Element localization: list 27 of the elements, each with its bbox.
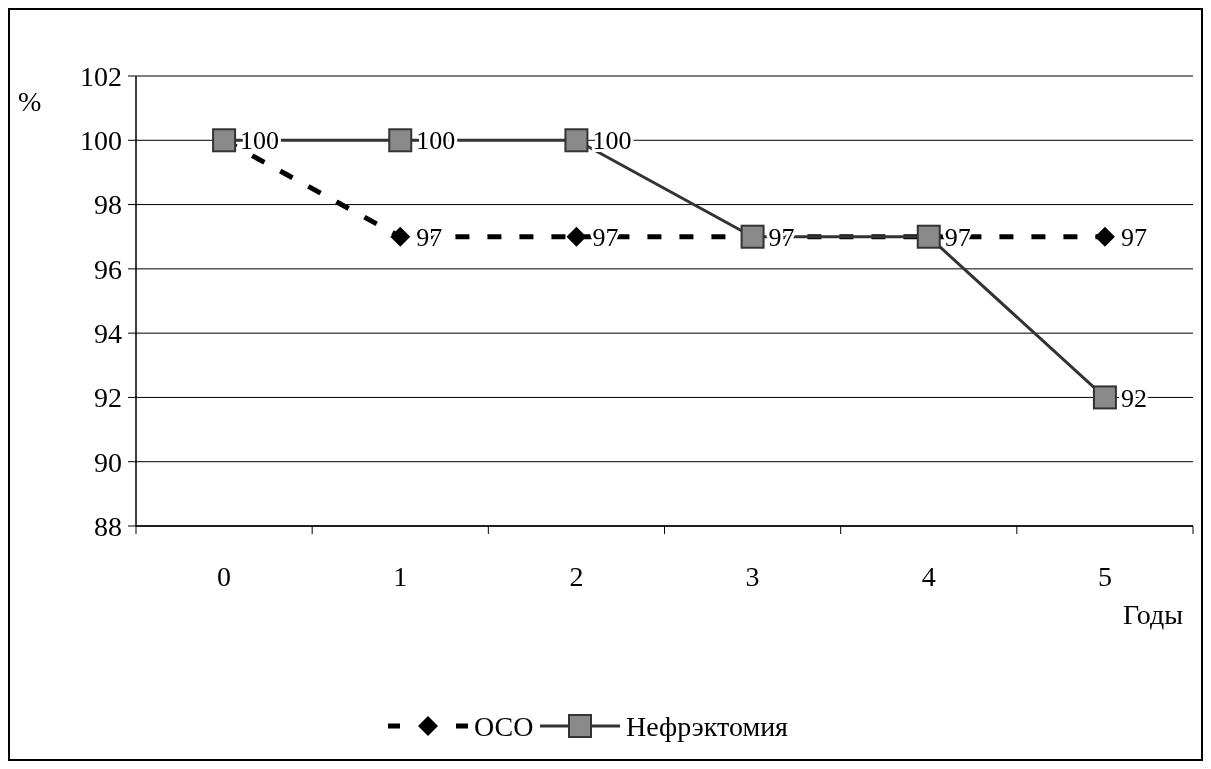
x-tick-label: 4 — [921, 561, 936, 592]
legend-label: Нефрэктомия — [626, 710, 789, 742]
y-tick-label: 98 — [94, 189, 122, 221]
x-tick-label: 5 — [1097, 561, 1112, 592]
point — [1094, 226, 1115, 247]
x-tick-label: 1 — [393, 561, 408, 592]
y-tick-label: 92 — [94, 382, 122, 414]
data-label: 97 — [1120, 222, 1147, 252]
y-tick-label: 94 — [94, 317, 122, 349]
point — [388, 128, 413, 153]
x-tick-label: 0 — [217, 561, 232, 592]
point — [390, 226, 411, 247]
y-tick-label: 88 — [94, 510, 122, 542]
x-tick-label: 3 — [745, 561, 760, 592]
y-tick-label: 96 — [94, 253, 122, 285]
data-label: 97 — [592, 222, 619, 252]
point — [564, 128, 589, 153]
x-axis-title: Годы — [1123, 599, 1184, 630]
y-tick-label: 100 — [80, 125, 122, 157]
x-tick-label: 2 — [569, 561, 584, 592]
point — [1092, 385, 1117, 410]
legend-label: ОСО — [474, 710, 534, 742]
data-label: 97 — [944, 222, 971, 252]
point — [566, 226, 587, 247]
y-tick-label: 90 — [94, 446, 122, 478]
y-axis-title: % — [18, 86, 42, 117]
y-tick-label: 102 — [80, 60, 122, 92]
